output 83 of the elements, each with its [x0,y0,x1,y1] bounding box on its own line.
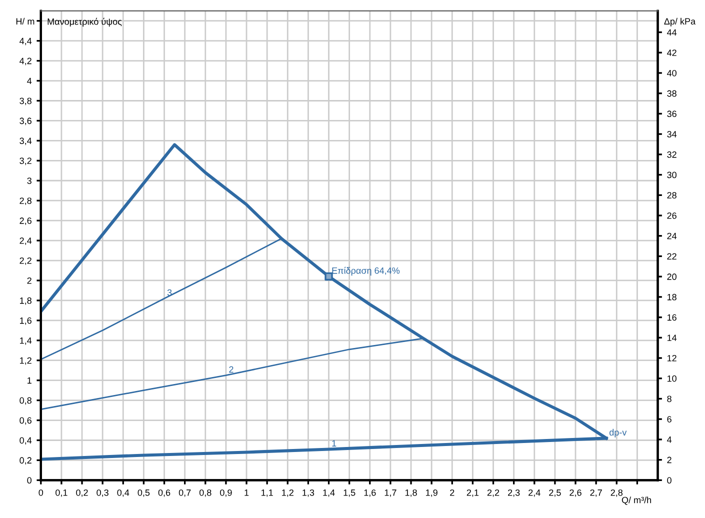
y2-tick-label: 2 [667,456,672,464]
x-tick-label: 0,8 [199,489,212,497]
x-tick-label: 2,6 [570,489,582,497]
y2-tick-label: 24 [667,232,677,240]
y2-tick-label: 26 [667,212,676,219]
x-tick-label: 0,4 [117,489,130,497]
y2-tick-label: 30 [667,172,676,178]
x-tick-label: 0,1 [56,489,68,497]
x-tick-label: 0 [38,489,44,496]
y2-tick-label: 14 [667,334,677,341]
x-tick-label: 0,2 [76,489,88,497]
y-tick-label: 2 [27,277,32,284]
y-tick-label: 0,4 [20,437,32,445]
y2-tick-label: 0 [667,477,672,484]
y-tick-label: 1,2 [20,357,32,365]
x-tick-label: 1,6 [364,489,376,497]
annotation: dp-v [610,428,627,438]
y-tick-label: 3,6 [20,118,32,126]
x-axis-title: Q/ m³/h [622,496,652,505]
y-tick-label: 1,8 [20,297,32,305]
x-tick-label: 0,9 [220,489,232,497]
annotation: 1 [332,440,336,446]
x-tick-label: 1,3 [302,489,314,497]
y-tick-label: 0,2 [20,457,32,465]
x-tick-label: 2,7 [590,489,602,497]
x-tick-label: 2,2 [487,489,500,497]
x-tick-label: 0,5 [138,489,150,497]
y-tick-label: 3,2 [20,158,32,166]
y2-tick-label: 10 [667,375,676,382]
y-tick-label: 0,8 [20,397,32,405]
y2-tick-label: 36 [667,110,676,118]
x-tick-label: 0,6 [158,489,170,497]
y2-tick-label: 16 [667,314,676,321]
y-tick-label: 0 [27,477,32,484]
x-tick-label: 1,8 [405,489,417,497]
y-tick-label: 3,8 [20,98,32,106]
y-tick-label: 1,4 [20,337,32,345]
y2-tick-label: 4 [667,436,672,443]
y-tick-label: 2,4 [20,238,32,245]
x-tick-label: 1 [244,490,249,496]
y-tick-label: 0,6 [20,417,32,425]
y-tick-label: 4 [27,78,32,84]
y-axis-title: H/ m [16,18,34,25]
x-tick-label: 2,8 [610,489,623,497]
y2-tick-label: 18 [667,294,676,300]
annotation: Επίδραση 64,4% [332,266,400,276]
y2-tick-label: 42 [667,50,676,56]
y2-tick-label: 34 [667,131,677,138]
y-tick-label: 4,2 [20,58,32,66]
x-tick-label: 1,2 [282,489,294,497]
y2-tick-label: 44 [667,29,677,36]
y2-tick-label: 38 [667,90,676,97]
x-tick-label: 0,7 [178,489,191,497]
y-tick-label: 2,6 [20,218,32,225]
x-tick-label: 1,7 [384,490,396,497]
text: Μανομετρικό ύψος [48,18,122,27]
y-tick-label: 3,4 [20,138,32,146]
y2-tick-label: 6 [667,416,672,422]
y-tick-label: 4,4 [20,38,32,46]
y-tick-label: 2,8 [20,198,32,206]
y2-tick-label: 32 [667,151,676,158]
x-tick-label: 0,3 [96,489,108,497]
y-tick-label: 1,6 [20,317,32,325]
x-tick-label: 1,9 [426,489,438,497]
x-tick-label: 1,1 [261,490,273,497]
annotation: 2 [229,366,234,373]
y2-axis-title: Δp/ kPa [664,18,696,26]
y-tick-label: 1 [28,377,32,384]
y-tick-label: 2,2 [20,257,32,265]
x-tick-label: 2,4 [528,489,540,497]
y2-tick-label: 8 [667,396,672,402]
x-tick-label: 2 [450,489,454,496]
y2-tick-label: 28 [667,192,676,198]
x-tick-label: 2,1 [466,489,479,497]
x-tick-label: 1,5 [344,490,356,497]
y2-tick-label: 12 [667,354,676,362]
x-tick-label: 2,5 [549,489,561,497]
y2-tick-label: 22 [667,253,676,260]
y-tick-label: 3 [27,178,32,184]
x-tick-label: 2,3 [508,489,520,497]
x-tick-label: 1,4 [323,490,335,497]
y2-tick-label: 40 [667,70,676,76]
y2-tick-label: 20 [667,274,676,280]
